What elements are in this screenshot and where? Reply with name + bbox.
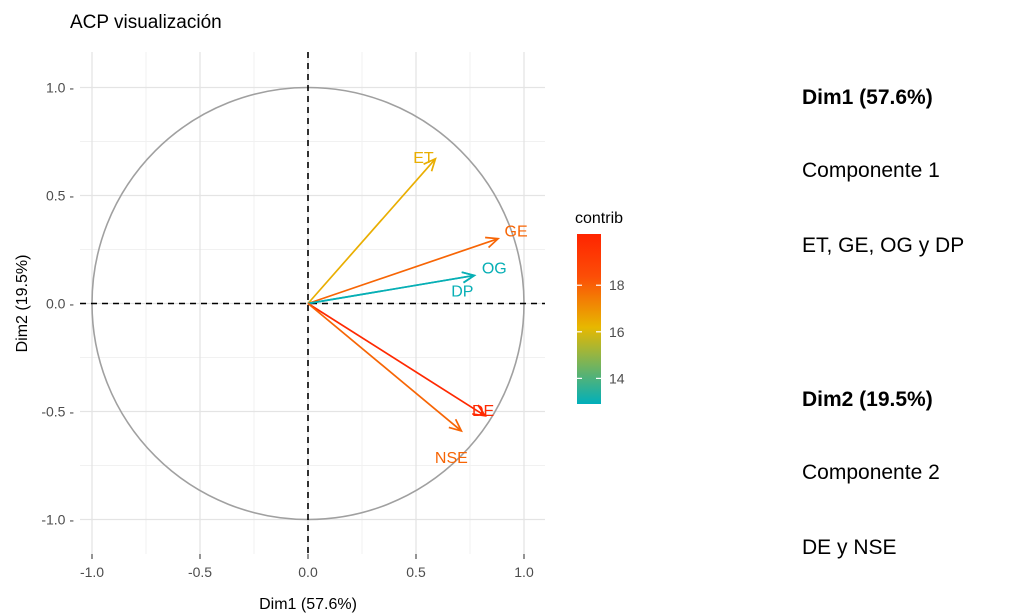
x-tick-label: 0.5: [406, 564, 426, 580]
vector-dp-line: [307, 274, 475, 305]
vector-de-label: DE: [472, 403, 494, 420]
dim2-component-label: Componente 2: [802, 461, 940, 484]
legend-ticks: 18 16 14: [577, 277, 625, 386]
x-tick-label: -1.0: [80, 564, 104, 580]
vector-de-line: [307, 302, 486, 417]
vector-ge-label: GE: [505, 224, 528, 241]
dim1-component-label: Componente 1: [802, 159, 940, 182]
vector-dp-label: DP: [451, 283, 473, 300]
y-tick-label: -1.0 -: [41, 512, 74, 528]
legend-tick-label: 16: [609, 324, 625, 340]
legend-title: contrib: [575, 210, 623, 227]
legend-colorbar: [577, 234, 601, 404]
vector-et-arrowhead: [423, 157, 437, 172]
pca-plot: ACP visualización 1.0 - 0.5 - 0.0 - -0.5 - -…: [14, 12, 625, 613]
x-axis-ticks: -1.0 -0.5 0.0 0.5 1.0: [80, 554, 534, 580]
y-tick-label: 0.0 -: [46, 296, 74, 312]
legend-tick-label: 18: [609, 277, 625, 293]
vector-nse-arrowhead: [448, 418, 463, 433]
variable-vectors: ET GE OG DP DE NSE: [307, 150, 528, 467]
y-tick-label: -0.5 -: [41, 404, 74, 420]
x-axis-label: Dim1 (57.6%): [259, 596, 357, 613]
x-tick-label: 0.0: [298, 564, 318, 580]
vector-ge-line: [307, 237, 499, 305]
y-tick-label: 0.5 -: [46, 188, 74, 204]
legend-tick-label: 14: [609, 370, 625, 386]
chart-title: ACP visualización: [70, 12, 222, 33]
dim2-variables: DE y NSE: [802, 536, 897, 559]
vector-og-label: OG: [482, 260, 507, 277]
vector-ge-arrowhead: [485, 236, 501, 249]
vector-nse-label: NSE: [435, 450, 468, 467]
vector-nse-line: [307, 302, 462, 432]
vector-et-line: [307, 158, 437, 305]
vector-et-label: ET: [413, 150, 434, 167]
x-tick-label: -0.5: [188, 564, 212, 580]
vector-dp-arrowhead: [461, 271, 477, 284]
dim1-variables: ET, GE, OG y DP: [802, 234, 965, 257]
vector-de-arrowhead: [472, 404, 487, 417]
y-axis-ticks: 1.0 - 0.5 - 0.0 - -0.5 - -1.0 -: [41, 80, 74, 528]
x-tick-label: 1.0: [514, 564, 534, 580]
y-tick-label: 1.0 -: [46, 80, 74, 96]
y-axis-label: Dim2 (19.5%): [14, 255, 31, 353]
dim2-heading: Dim2 (19.5%): [802, 388, 933, 411]
dim1-heading: Dim1 (57.6%): [802, 86, 933, 109]
